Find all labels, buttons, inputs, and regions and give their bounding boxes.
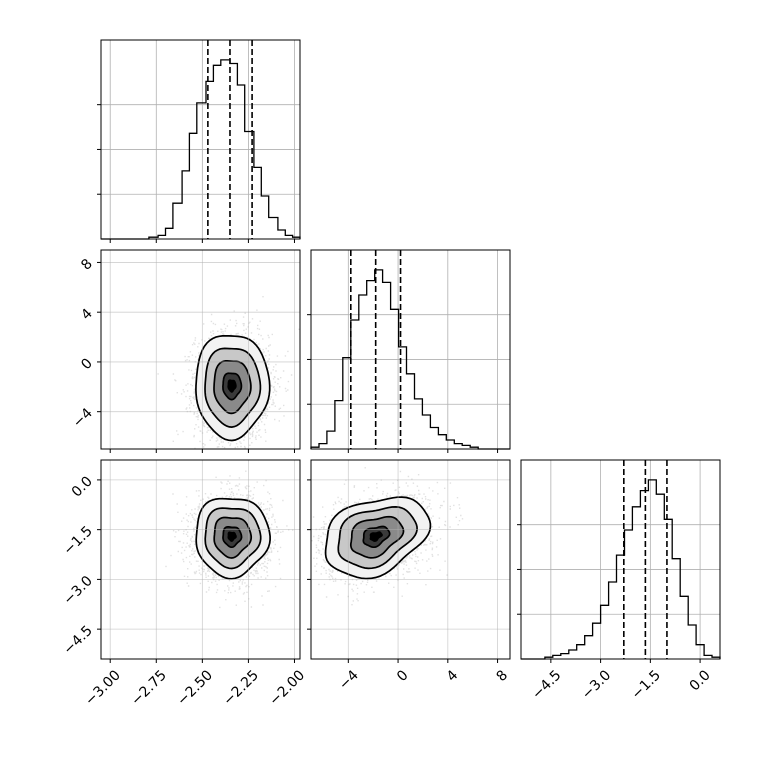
panel-frame — [310, 459, 511, 660]
contour-line — [324, 496, 432, 580]
contour-line — [213, 516, 253, 559]
x-tick-label: −2.00 — [266, 667, 308, 709]
density-core — [369, 531, 383, 542]
panel-frame — [100, 39, 301, 240]
contour-line — [204, 347, 262, 428]
panel-background — [101, 250, 300, 449]
density-core — [227, 531, 237, 542]
x-tick-label: −4.5 — [529, 667, 564, 702]
contour-line — [222, 526, 243, 549]
panel-frame — [100, 459, 301, 660]
y-tick-label: 0 — [78, 355, 96, 373]
histogram-panel-1 — [97, 39, 301, 243]
panel-frame — [520, 459, 721, 660]
x-tick-label: −2.50 — [174, 667, 216, 709]
x-tick-label: −2.75 — [128, 667, 170, 709]
x-tick-label: 0.0 — [687, 667, 714, 694]
y-tick-label: −4 — [70, 405, 96, 431]
x-tick-label: −3.00 — [82, 667, 124, 709]
y-tick-label: −1.5 — [60, 523, 95, 558]
density-panel-3 — [307, 459, 511, 663]
y-tick-label: −3.0 — [60, 573, 95, 608]
y-tick-label: 0.0 — [69, 473, 96, 500]
density-core — [227, 379, 237, 393]
contour-line — [204, 507, 262, 570]
contour-line — [195, 497, 271, 580]
x-tick-label: −2.25 — [220, 667, 262, 709]
y-tick-label: −4.5 — [60, 623, 95, 658]
x-tick-label: −1.5 — [629, 667, 664, 702]
panel-background — [101, 460, 300, 659]
panel-background — [311, 250, 510, 449]
density-panel-2 — [97, 459, 301, 663]
x-tick-label: 4 — [444, 667, 462, 685]
histogram-line — [521, 479, 721, 660]
contour-line — [349, 515, 405, 559]
contour-line — [337, 506, 418, 570]
contour-line — [222, 372, 243, 401]
y-tick-label: 8 — [78, 256, 96, 274]
contour-line — [213, 360, 252, 415]
histogram-line — [101, 59, 301, 240]
x-tick-label: −3.0 — [579, 667, 614, 702]
x-tick-label: 0 — [394, 667, 412, 685]
histogram-line — [310, 269, 510, 450]
histogram-panel-2 — [307, 249, 511, 453]
contour-line — [195, 334, 271, 442]
panel-plot-area — [311, 460, 510, 659]
panel-plot-area — [101, 250, 300, 449]
x-tick-label: 8 — [494, 667, 512, 685]
contour-line — [362, 525, 391, 549]
density-panel-1 — [97, 249, 301, 453]
panel-background — [521, 460, 720, 659]
histogram-panel-3 — [517, 459, 721, 663]
panel-frame — [100, 249, 301, 450]
panel-background — [101, 40, 300, 239]
panel-frame — [310, 249, 511, 450]
y-tick-label: 4 — [78, 306, 96, 324]
x-tick-label: −4 — [336, 667, 362, 693]
panel-plot-area — [101, 460, 300, 659]
